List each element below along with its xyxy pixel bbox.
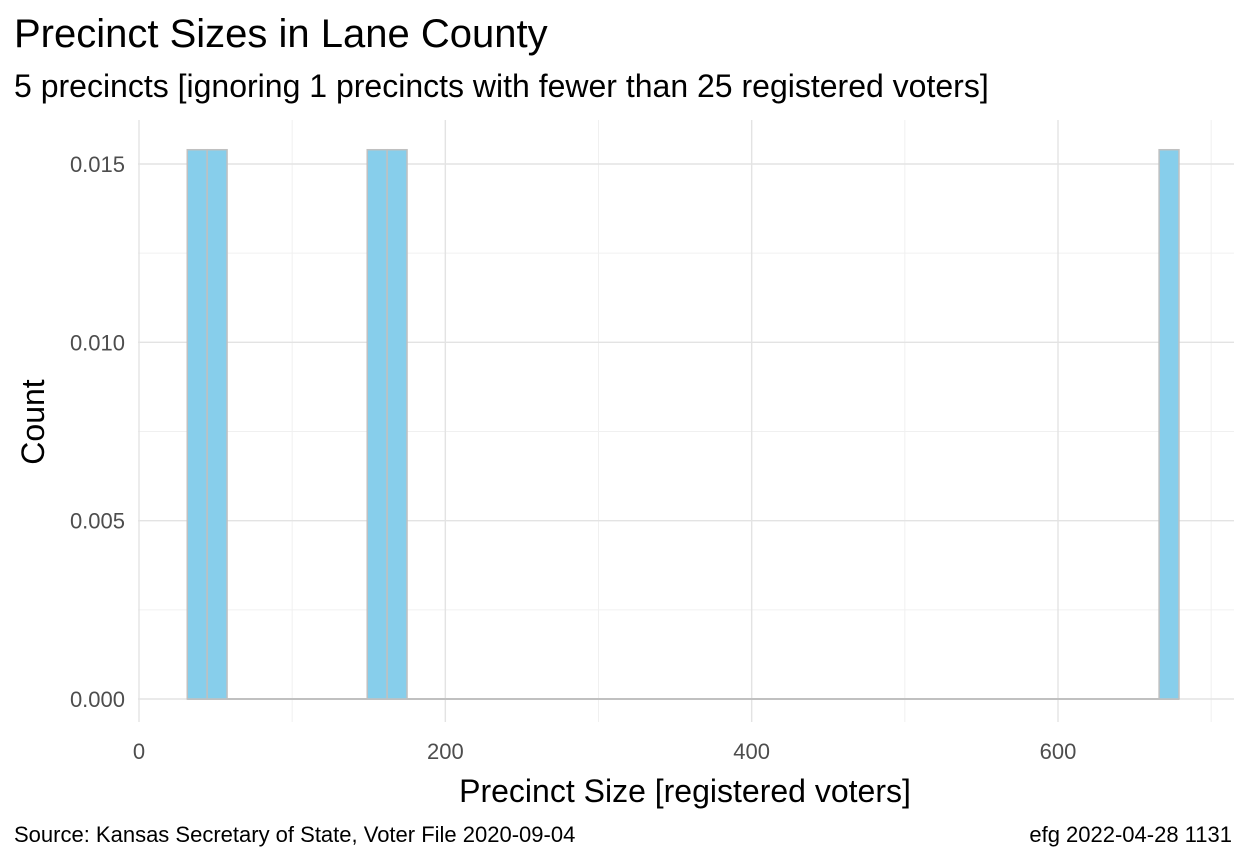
- y-tick-label: 0.015: [70, 152, 125, 177]
- grid-lines: [138, 120, 1234, 722]
- x-tick-label: 0: [133, 739, 145, 764]
- histogram-bar: [206, 148, 228, 700]
- source-caption: Source: Kansas Secretary of State, Voter…: [14, 822, 576, 847]
- histogram-bar: [366, 148, 388, 700]
- x-tick-label: 200: [427, 739, 464, 764]
- y-tick-label: 0.010: [70, 330, 125, 355]
- tick-labels: 0 200 400 600 0.000 0.005 0.010 0.015: [70, 152, 1076, 764]
- histogram-bar: [1158, 148, 1180, 700]
- y-axis-title: Count: [15, 379, 51, 465]
- x-tick-label: 400: [733, 739, 770, 764]
- chart-title: Precinct Sizes in Lane County: [14, 12, 548, 56]
- x-axis-title: Precinct Size [registered voters]: [459, 773, 911, 809]
- bars: [186, 148, 1180, 700]
- x-tick-label: 600: [1040, 739, 1077, 764]
- y-tick-label: 0.000: [70, 687, 125, 712]
- histogram-bar: [186, 148, 208, 700]
- y-tick-label: 0.005: [70, 509, 125, 534]
- histogram-bar: [386, 148, 408, 700]
- chart-subtitle: 5 precincts [ignoring 1 precincts with f…: [14, 68, 989, 104]
- credit-caption: efg 2022-04-28 1131: [1029, 822, 1232, 847]
